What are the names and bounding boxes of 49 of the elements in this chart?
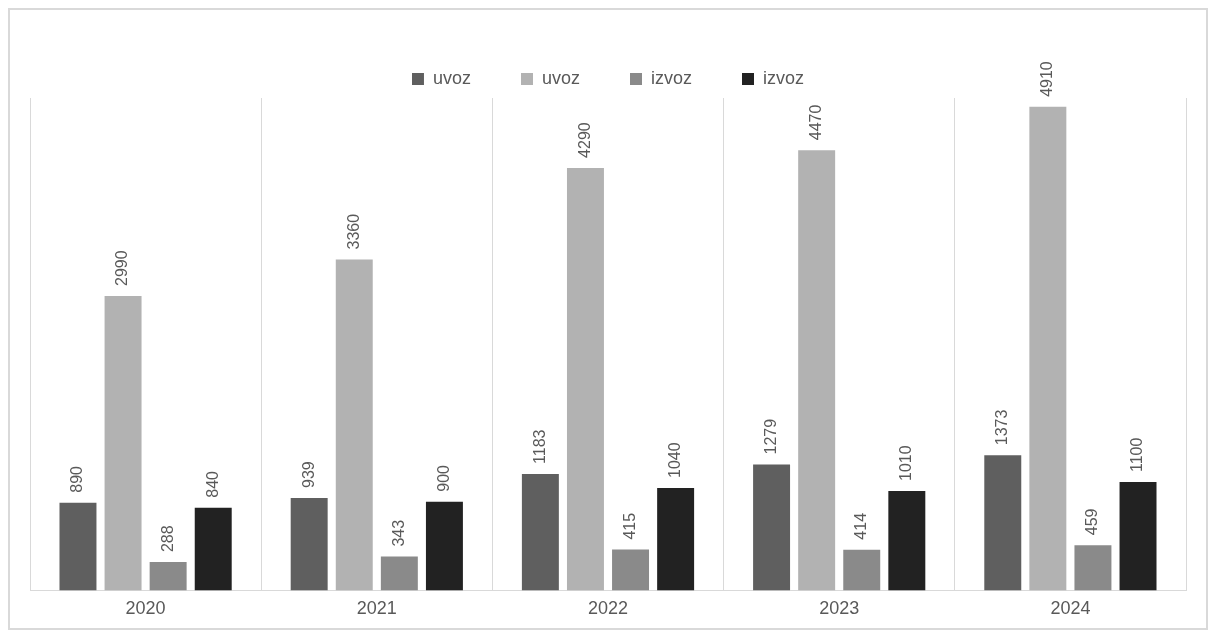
data-label: 4910 [1038, 61, 1056, 97]
bar [1029, 106, 1067, 591]
bar [194, 507, 232, 591]
x-tick-label: 2023 [819, 598, 860, 619]
x-tick-label: 2022 [587, 598, 629, 619]
bar [1074, 545, 1112, 591]
data-label: 343 [389, 519, 407, 547]
data-label: 1040 [666, 442, 684, 478]
bar [657, 487, 695, 591]
bar [984, 455, 1022, 591]
bar [335, 259, 373, 591]
bar [888, 490, 926, 591]
bar [1119, 482, 1157, 591]
legend-label: izvoz [763, 67, 805, 88]
bar [612, 549, 650, 591]
bar [149, 562, 187, 591]
bar [59, 502, 97, 591]
bar [425, 501, 463, 591]
data-label: 1373 [993, 409, 1011, 446]
data-label: 939 [299, 461, 317, 488]
bar [566, 167, 604, 591]
legend-label: izvoz [651, 67, 693, 88]
bar [798, 150, 836, 591]
bar [521, 473, 559, 591]
data-label: 840 [203, 470, 221, 498]
legend-label: uvoz [541, 67, 581, 88]
data-label: 890 [68, 465, 86, 493]
x-tick-label: 2024 [1050, 598, 1091, 619]
bar [843, 549, 881, 591]
data-label: 900 [434, 464, 452, 492]
legend-label: uvoz [432, 67, 471, 88]
data-label: 2990 [113, 250, 131, 286]
data-label: 1279 [761, 418, 779, 455]
data-label: 459 [1083, 508, 1101, 536]
bar [753, 464, 791, 591]
bar [290, 497, 328, 591]
bar [380, 556, 418, 591]
data-label: 4290 [575, 122, 593, 158]
x-tick-label: 2020 [125, 598, 166, 619]
x-tick-label: 2021 [356, 598, 397, 619]
data-label: 414 [852, 512, 870, 540]
data-label: 415 [620, 512, 638, 540]
data-label: 1183 [530, 429, 548, 464]
data-label: 3360 [344, 213, 362, 250]
data-label: 4470 [807, 104, 825, 141]
data-label: 288 [158, 525, 176, 553]
data-label: 1010 [897, 445, 915, 481]
bar [104, 295, 142, 591]
data-label: 1100 [1128, 437, 1146, 473]
